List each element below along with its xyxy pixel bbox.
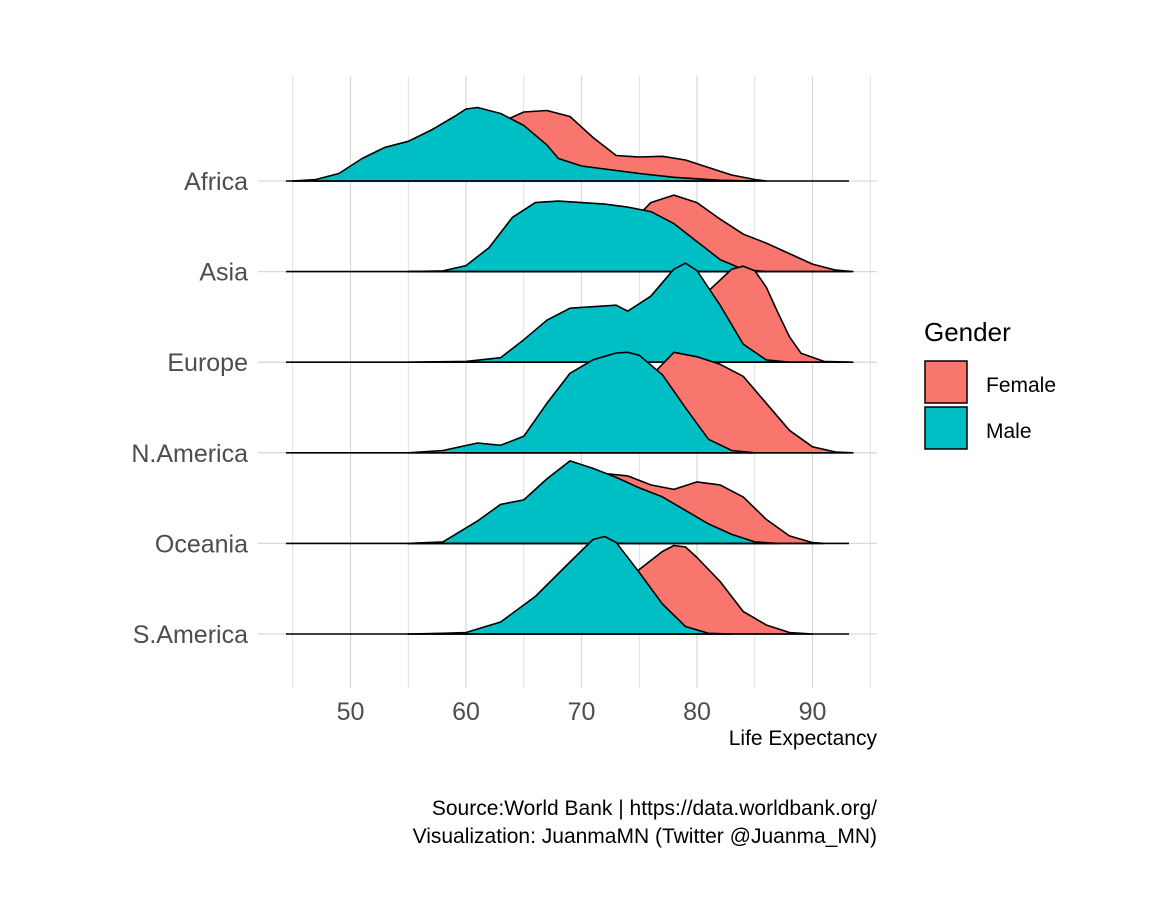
density-male <box>407 200 768 273</box>
x-axis-labels: 50 60 70 80 90 <box>337 698 827 726</box>
ridge-asia <box>286 194 854 273</box>
density-male <box>292 106 756 182</box>
x-tick-label: 60 <box>452 698 480 726</box>
x-axis-title: Life Expectancy <box>729 727 878 750</box>
caption-source: Source:World Bank | https://data.worldba… <box>432 797 877 820</box>
caption-credit: Visualization: JuanmaMN (Twitter @Juanma… <box>413 825 877 848</box>
legend-key-female <box>924 360 968 404</box>
density-male <box>407 460 779 545</box>
y-tick-label: Africa <box>184 168 248 196</box>
x-tick-label: 90 <box>799 698 827 726</box>
legend-key-male <box>924 406 968 450</box>
y-tick-label: N.America <box>131 440 248 468</box>
legend-title: Gender <box>924 317 1011 347</box>
y-axis-labels: Africa Asia Europe N.America Oceania S.Americ… <box>131 168 248 649</box>
legend-label-female: Female <box>986 374 1056 397</box>
y-tick-label: Europe <box>167 349 248 377</box>
density-male <box>407 351 756 454</box>
density-male <box>407 535 733 635</box>
x-tick-label: 50 <box>337 698 365 726</box>
density-male <box>407 262 791 363</box>
legend: Gender Female Male <box>924 317 1056 450</box>
density-ridges <box>286 106 854 635</box>
ridge-africa <box>286 106 849 182</box>
ridge-oceania <box>286 460 849 545</box>
y-tick-label: S.America <box>133 621 248 649</box>
x-tick-label: 80 <box>683 698 711 726</box>
x-tick-label: 70 <box>568 698 596 726</box>
caption: Source:World Bank | https://data.worldba… <box>413 797 878 848</box>
y-tick-label: Oceania <box>155 530 248 558</box>
legend-label-male: Male <box>986 420 1032 443</box>
ridge-europe <box>286 262 854 364</box>
ridge-namerica <box>286 351 854 454</box>
ridge-samerica <box>286 535 849 635</box>
y-tick-label: Asia <box>199 259 248 287</box>
